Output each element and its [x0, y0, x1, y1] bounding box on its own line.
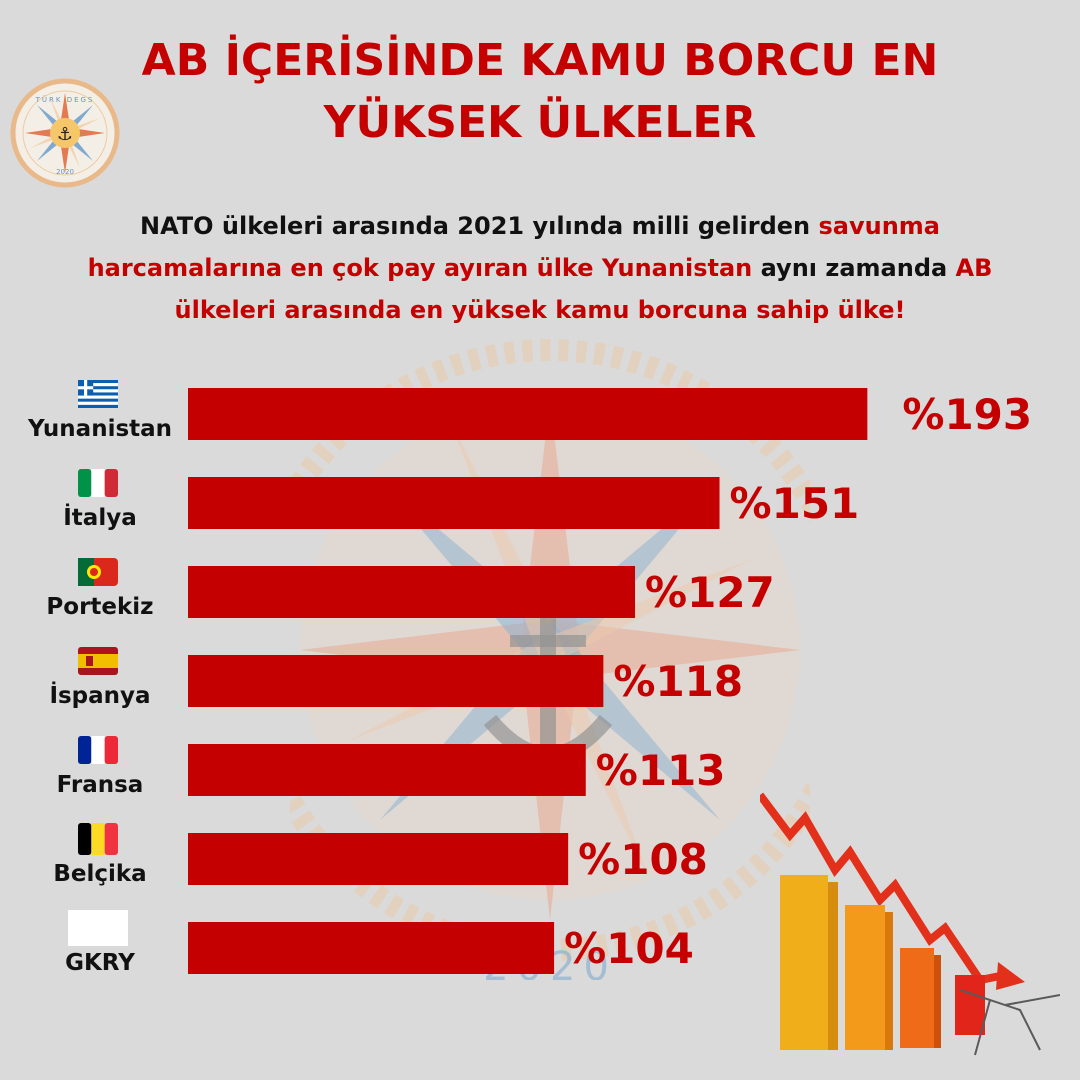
category-label-7: GKRY: [65, 950, 135, 976]
category-label-3: Portekiz: [46, 594, 153, 620]
bar-3: [188, 566, 636, 618]
bar-2: [188, 477, 720, 529]
value-label-7: %104: [564, 924, 694, 973]
bar-7: [188, 922, 555, 974]
belgium-flag-icon: [78, 823, 118, 855]
bar-5: [188, 744, 586, 796]
logo-emblem: ⚓ TÜRK DEGS 2020: [10, 78, 120, 188]
category-label-5: Fransa: [57, 772, 144, 798]
svg-text:⚓: ⚓: [57, 124, 73, 145]
value-label-6: %108: [578, 835, 708, 884]
bar-4: [188, 655, 604, 707]
subtitle-part-1: NATO ülkeleri arasında 2021 yılında mill…: [139, 212, 819, 240]
value-label-3: %127: [645, 568, 775, 617]
subtitle: NATO ülkeleri arasında 2021 yılında mill…: [40, 205, 1040, 331]
cyprus-flag-icon: [68, 910, 128, 946]
italy-flag-icon: [78, 469, 118, 497]
logo-year: 2020: [56, 168, 74, 176]
category-label-1: Yunanistan: [27, 416, 172, 442]
category-label-4: İspanya: [49, 681, 150, 709]
bar-1: [188, 388, 868, 440]
portugal-flag-icon: [78, 558, 118, 586]
bar-6: [188, 833, 569, 885]
subtitle-part-3: aynı zamanda: [752, 254, 956, 282]
title-line-2: YÜKSEK ÜLKELER: [323, 97, 757, 148]
title-line-1: AB İÇERİSİNDE KAMU BORCU EN: [141, 35, 939, 86]
value-label-5: %113: [596, 746, 726, 795]
crash-graphic: [760, 792, 1060, 1056]
logo-text: TÜRK DEGS: [35, 95, 95, 104]
value-label-4: %118: [613, 657, 743, 706]
france-flag-icon: [78, 736, 118, 764]
page-title: AB İÇERİSİNDE KAMU BORCU EN YÜKSEK ÜLKEL…: [0, 30, 1080, 154]
value-label-1: %193: [902, 390, 1032, 439]
spain-flag-icon: [78, 647, 118, 675]
category-label-2: İtalya: [63, 503, 136, 531]
subtitle-highlight-1: savunma harcamalarına en çok pay ayıran …: [87, 212, 940, 282]
subtitle-highlight-2: AB ülkeleri arasında en yüksek kamu borc…: [174, 254, 993, 324]
category-label-6: Belçika: [53, 861, 146, 887]
value-label-2: %151: [730, 479, 860, 528]
greece-flag-icon: [78, 380, 118, 408]
